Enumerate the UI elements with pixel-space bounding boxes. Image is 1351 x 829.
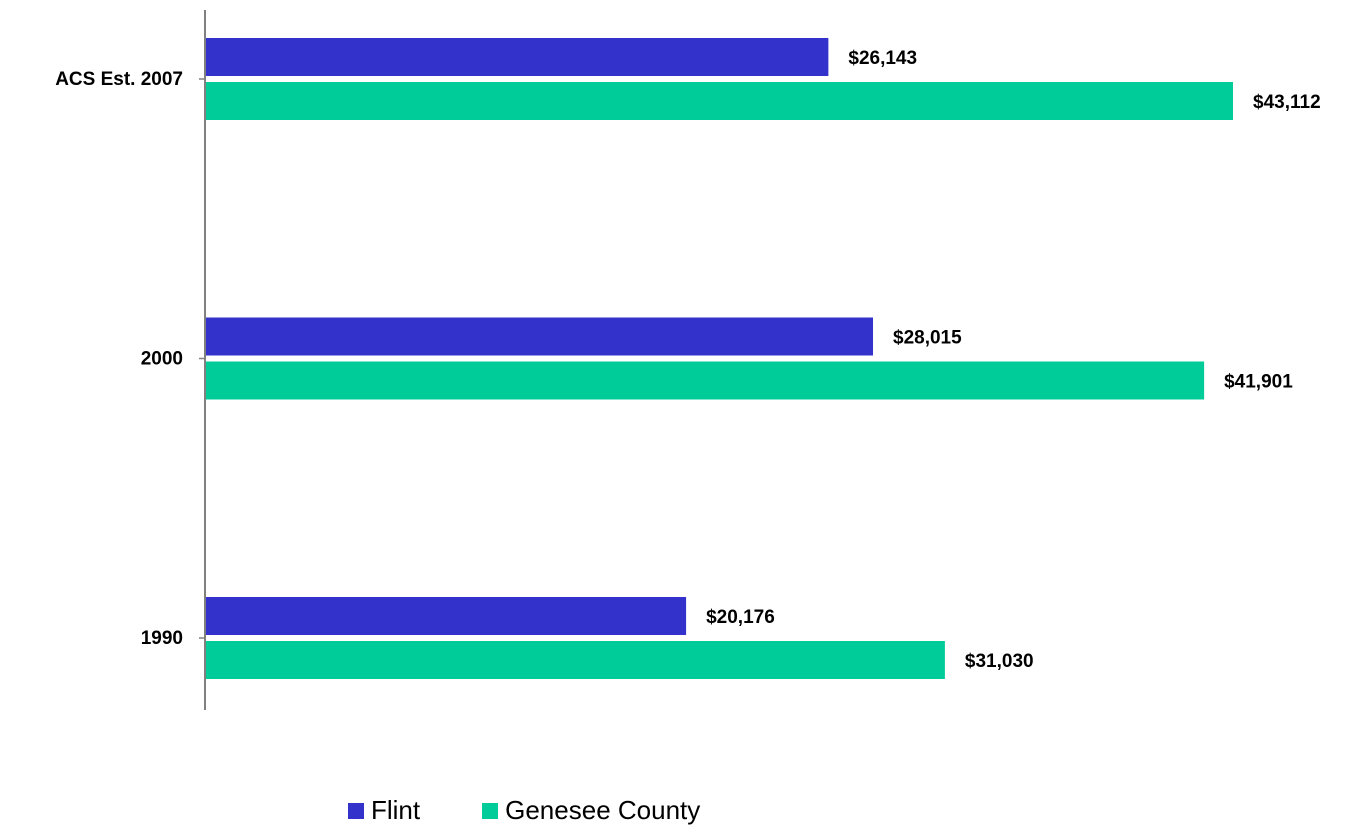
data-label-flint-1990: $20,176	[706, 607, 775, 628]
data-label-genesee-county-1990: $31,030	[965, 651, 1034, 672]
bar-flint-acs-est-2007	[205, 38, 829, 76]
legend-item-genesee-county: Genesee County	[482, 795, 700, 826]
data-label-flint-2000: $28,015	[893, 328, 962, 349]
bars-layer	[205, 38, 1233, 679]
labels-layer: $26,143 $43,112 ACS Est. 2007 $28,015 $41,90…	[55, 48, 1320, 672]
bar-flint-2000	[205, 317, 874, 356]
bar-flint-1990	[205, 597, 687, 635]
legend-item-flint: Flint	[348, 795, 420, 826]
legend: Flint Genesee County	[348, 795, 762, 826]
data-label-flint-acs-est-2007: $26,143	[848, 48, 917, 69]
category-label-1990: 1990	[141, 628, 183, 649]
bar-genesee-county-acs-est-2007	[205, 82, 1233, 120]
bar-genesee-county-1990	[205, 641, 945, 679]
legend-label-genesee-county: Genesee County	[505, 795, 701, 825]
bar-genesee-county-2000	[205, 361, 1205, 400]
legend-label-flint: Flint	[371, 795, 421, 825]
category-label-acs-est-2007: ACS Est. 2007	[55, 69, 183, 90]
data-label-genesee-county-acs-est-2007: $43,112	[1253, 92, 1321, 113]
legend-swatch-flint	[348, 802, 364, 819]
category-label-2000: 2000	[141, 349, 183, 370]
data-label-genesee-county-2000: $41,901	[1224, 372, 1293, 393]
legend-swatch-genesee-county	[482, 802, 499, 819]
